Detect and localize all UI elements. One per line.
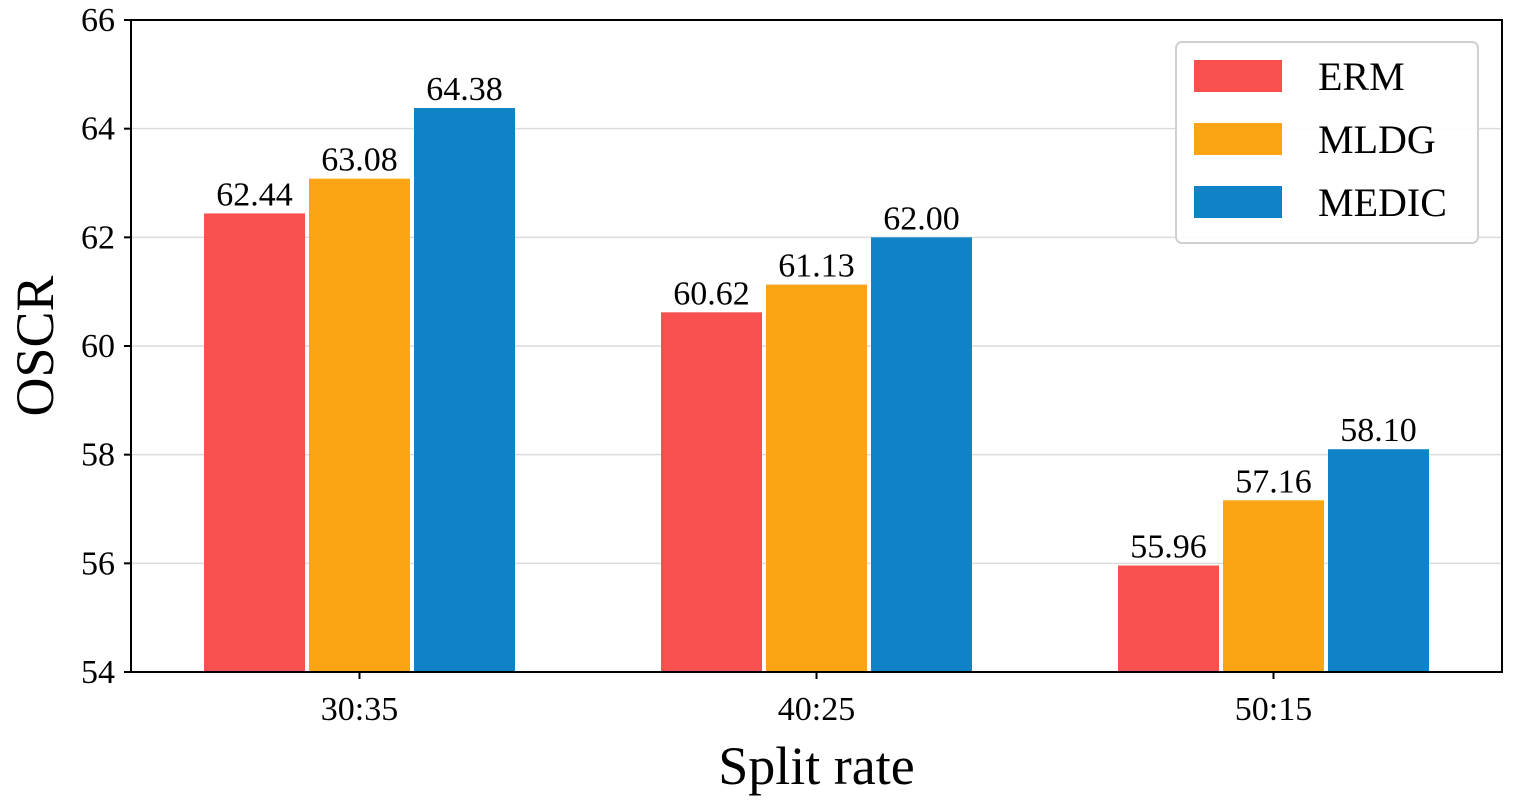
y-tick-label-58: 58 <box>81 437 115 474</box>
y-axis-title: OSCR <box>5 275 65 416</box>
data-label-mldg-40-25: 61.13 <box>778 248 855 285</box>
bar-erm-30-35 <box>204 213 305 672</box>
bar-erm-50-15 <box>1118 565 1219 672</box>
bar-medic-40-25 <box>871 237 972 673</box>
legend-swatch-mldg <box>1194 123 1282 155</box>
x-tick-label-50-15: 50:15 <box>1235 691 1312 728</box>
legend-swatch-erm <box>1194 60 1282 92</box>
data-label-medic-30-35: 64.38 <box>426 71 503 108</box>
data-label-mldg-30-35: 63.08 <box>321 142 398 179</box>
y-tick-label-54: 54 <box>81 654 115 691</box>
data-label-erm-50-15: 55.96 <box>1130 529 1207 566</box>
legend-swatch-medic <box>1194 186 1282 218</box>
y-tick-label-60: 60 <box>81 328 115 365</box>
legend-label-erm: ERM <box>1318 54 1405 99</box>
y-tick-label-64: 64 <box>81 111 115 148</box>
axis-ticks: 30:35 40:25 50:15 54 56 58 60 62 64 66 <box>81 2 1312 728</box>
data-label-mldg-50-15: 57.16 <box>1235 463 1312 500</box>
y-tick-label-56: 56 <box>81 545 115 582</box>
bar-mldg-40-25 <box>766 284 867 672</box>
data-label-erm-30-35: 62.44 <box>216 176 293 213</box>
bars <box>204 108 1429 673</box>
bar-mldg-30-35 <box>309 178 410 673</box>
y-tick-label-66: 66 <box>81 2 115 39</box>
x-tick-label-30-35: 30:35 <box>321 691 398 728</box>
bar-medic-30-35 <box>414 108 515 672</box>
bar-mldg-50-15 <box>1223 500 1324 672</box>
y-tick-label-62: 62 <box>81 219 115 256</box>
x-axis-title: Split rate <box>718 736 914 796</box>
x-tick-label-40-25: 40:25 <box>778 691 855 728</box>
bar-medic-50-15 <box>1328 449 1429 672</box>
data-labels: 62.44 63.08 64.38 60.62 61.13 62.00 55.96 57.16… <box>216 71 1417 565</box>
data-label-medic-50-15: 58.10 <box>1340 412 1417 449</box>
data-label-medic-40-25: 62.00 <box>883 200 960 237</box>
legend-label-mldg: MLDG <box>1318 117 1436 162</box>
bar-erm-40-25 <box>661 312 762 672</box>
legend: ERM MLDG MEDIC <box>1175 41 1479 244</box>
data-label-erm-40-25: 60.62 <box>673 275 750 312</box>
legend-label-medic: MEDIC <box>1318 180 1447 225</box>
